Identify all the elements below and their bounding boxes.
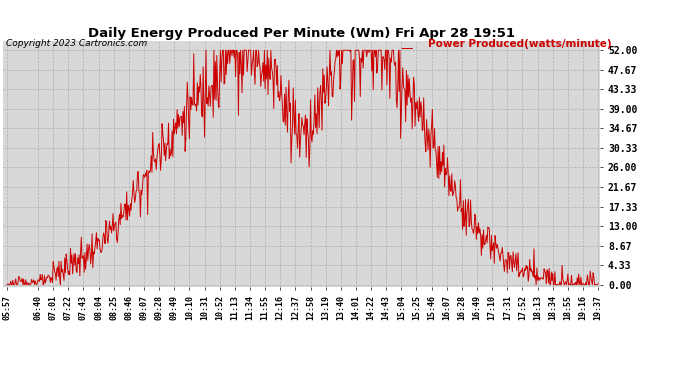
Text: Copyright 2023 Cartronics.com: Copyright 2023 Cartronics.com [6,39,147,48]
Title: Daily Energy Produced Per Minute (Wm) Fri Apr 28 19:51: Daily Energy Produced Per Minute (Wm) Fr… [88,27,515,40]
Text: —: — [400,42,413,56]
Text: Power Produced(watts/minute): Power Produced(watts/minute) [428,39,611,50]
